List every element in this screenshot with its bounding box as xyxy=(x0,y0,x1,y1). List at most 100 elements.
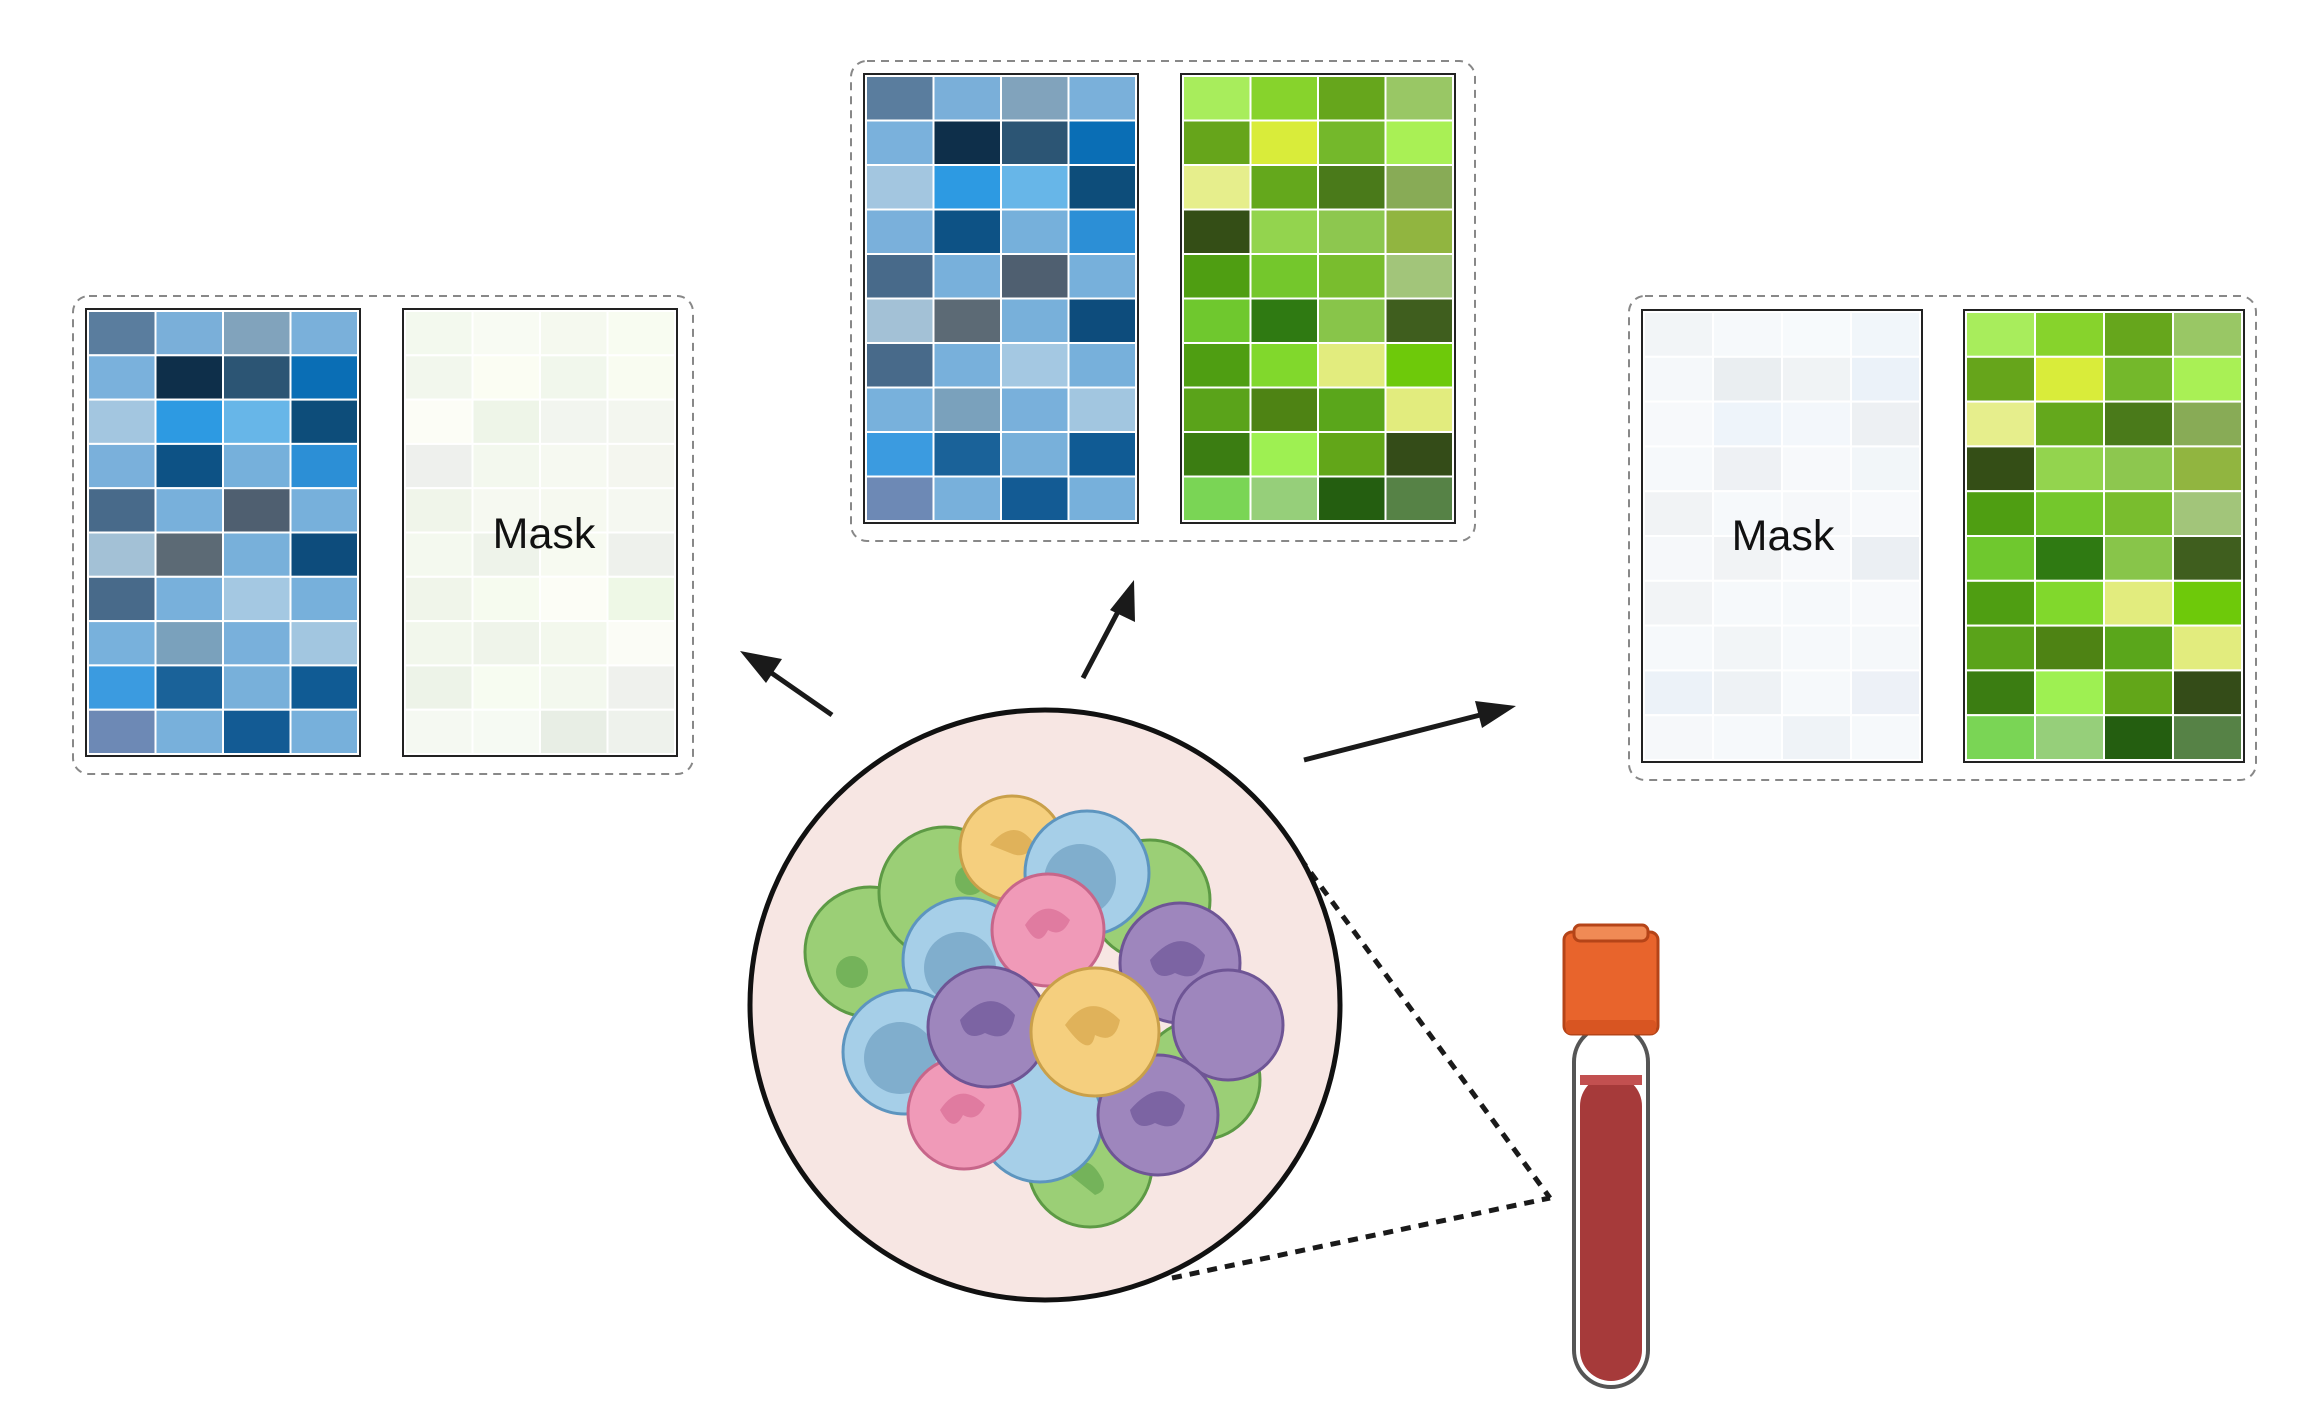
matrix-right-green xyxy=(1963,309,2245,763)
matrix-cell xyxy=(2103,714,2174,762)
matrix-cell xyxy=(2103,355,2174,403)
matrix-cell xyxy=(932,297,1002,344)
matrix-cell xyxy=(2172,355,2243,403)
matrix-cell xyxy=(2103,490,2174,538)
matrix-cell xyxy=(1643,579,1714,627)
matrix-cell xyxy=(289,398,359,445)
matrix-cell xyxy=(471,664,541,711)
matrix-cell xyxy=(1850,311,1921,358)
matrix-cell xyxy=(1643,355,1714,403)
matrix-cell xyxy=(1384,386,1454,433)
matrix-cell xyxy=(1067,119,1137,166)
matrix-cell xyxy=(1712,714,1783,762)
matrix-cell xyxy=(539,442,609,490)
matrix-cell xyxy=(471,487,541,534)
matrix-cell xyxy=(1317,208,1387,255)
cell-yellow-2 xyxy=(1029,966,1161,1098)
matrix-cell xyxy=(865,75,935,122)
matrix-cell xyxy=(1182,342,1252,389)
matrix-cell xyxy=(2034,714,2105,762)
matrix-cell xyxy=(1712,400,1783,448)
matrix-cell xyxy=(154,620,224,667)
matrix-cell xyxy=(1850,355,1921,403)
matrix-cell xyxy=(606,620,676,667)
matrix-cell xyxy=(1781,624,1852,672)
matrix-cell xyxy=(1000,119,1070,166)
matrix-cell xyxy=(222,575,292,623)
matrix-cell xyxy=(1850,490,1921,538)
matrix-cell xyxy=(404,708,474,756)
matrix-cell xyxy=(222,664,292,711)
matrix-cell xyxy=(2034,669,2105,717)
matrix-right-blue-masked xyxy=(1641,309,1923,763)
matrix-cell xyxy=(1317,164,1387,211)
matrix-cell xyxy=(1249,164,1319,211)
matrix-cell xyxy=(1317,75,1387,122)
matrix-cell xyxy=(404,398,474,445)
matrix-cell xyxy=(404,531,474,578)
matrix-cell xyxy=(2103,311,2174,358)
matrix-cell xyxy=(471,310,541,357)
matrix-cell xyxy=(1182,386,1252,433)
matrix-cell xyxy=(2103,535,2174,582)
matrix-cell xyxy=(1182,164,1252,211)
matrix-left-green-masked xyxy=(402,308,678,757)
matrix-cell xyxy=(2034,400,2105,448)
matrix-border xyxy=(1180,73,1456,524)
matrix-cell xyxy=(606,442,676,490)
matrix-cell xyxy=(865,119,935,166)
matrix-cell xyxy=(2034,490,2105,538)
matrix-cell xyxy=(2103,445,2174,493)
matrix-cell xyxy=(1249,75,1319,122)
matrix-cell xyxy=(289,708,359,756)
matrix-cell xyxy=(1249,431,1319,478)
matrix-cell xyxy=(539,354,609,401)
matrix-cell xyxy=(1000,386,1070,433)
matrix-cell xyxy=(1249,253,1319,300)
matrix-cell xyxy=(539,310,609,357)
dashed-box-left xyxy=(72,295,694,775)
matrix-cell xyxy=(2103,624,2174,672)
matrix-cell xyxy=(1643,669,1714,717)
matrix-cell xyxy=(1712,490,1783,538)
matrix-cell xyxy=(154,708,224,756)
matrix-cell xyxy=(2034,311,2105,358)
cell-purple-2 xyxy=(1171,968,1285,1082)
matrix-cell xyxy=(87,354,157,401)
matrix-cell xyxy=(1850,535,1921,582)
matrix-cell xyxy=(1182,75,1252,122)
matrix-cell xyxy=(865,297,935,344)
matrix-cell xyxy=(1965,490,2036,538)
matrix-cell xyxy=(1781,445,1852,493)
matrix-cell xyxy=(87,708,157,756)
matrix-cell xyxy=(1182,208,1252,255)
matrix-cell xyxy=(539,664,609,711)
matrix-cell xyxy=(471,442,541,490)
matrix-border xyxy=(1641,309,1923,763)
matrix-cell xyxy=(1317,386,1387,433)
matrix-cell xyxy=(2172,400,2243,448)
matrix-cell xyxy=(1000,75,1070,122)
matrix-cell xyxy=(1384,297,1454,344)
matrix-cell xyxy=(2034,579,2105,627)
matrix-cell xyxy=(1000,475,1070,522)
matrix-cell xyxy=(2034,535,2105,582)
matrix-cell xyxy=(1384,253,1454,300)
matrix-cell xyxy=(865,475,935,522)
matrix-cell xyxy=(471,708,541,756)
matrix-cell xyxy=(606,310,676,357)
matrix-cell xyxy=(87,442,157,490)
cell-purple-3 xyxy=(926,965,1050,1089)
matrix-cell xyxy=(1965,579,2036,627)
blood-cells xyxy=(803,794,1285,1229)
matrix-cell xyxy=(865,342,935,389)
matrix-cell xyxy=(1182,431,1252,478)
matrix-cell xyxy=(2172,311,2243,358)
matrix-cell xyxy=(539,398,609,445)
matrix-cell xyxy=(2103,400,2174,448)
matrix-cell xyxy=(289,310,359,357)
matrix-cell xyxy=(1965,445,2036,493)
matrix-cell xyxy=(932,253,1002,300)
matrix-cell xyxy=(1067,75,1137,122)
matrix-cell xyxy=(404,575,474,623)
